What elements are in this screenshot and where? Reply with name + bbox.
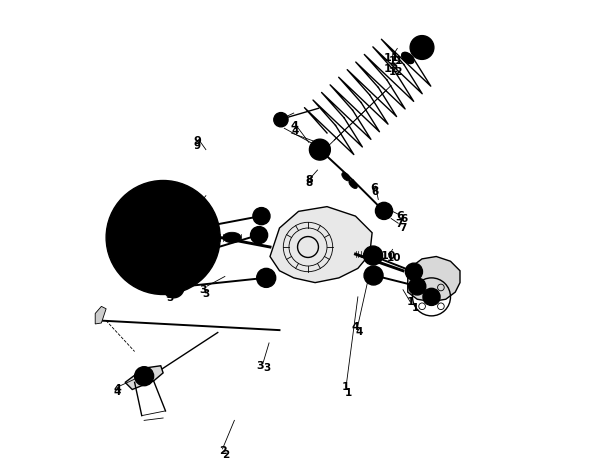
Text: 4: 4 — [291, 125, 298, 136]
Ellipse shape — [349, 180, 358, 189]
Polygon shape — [95, 306, 106, 324]
Circle shape — [106, 180, 220, 294]
Text: 1: 1 — [411, 303, 419, 313]
Text: 11: 11 — [383, 53, 399, 63]
Circle shape — [409, 278, 426, 295]
Text: 6: 6 — [371, 182, 378, 193]
Text: 4: 4 — [113, 387, 121, 397]
Circle shape — [162, 223, 181, 242]
Text: 12: 12 — [389, 66, 403, 77]
Text: 6: 6 — [371, 187, 378, 198]
Ellipse shape — [223, 232, 241, 243]
Ellipse shape — [402, 52, 414, 64]
Text: 3: 3 — [202, 288, 210, 299]
Circle shape — [177, 248, 195, 265]
Ellipse shape — [342, 172, 350, 181]
Text: 9: 9 — [194, 136, 202, 146]
Circle shape — [313, 141, 330, 158]
Text: 4: 4 — [291, 121, 298, 131]
Text: 5: 5 — [167, 293, 174, 304]
Circle shape — [410, 36, 434, 59]
Text: 12: 12 — [383, 64, 399, 74]
Text: 7: 7 — [399, 223, 407, 233]
Text: 9: 9 — [194, 141, 201, 152]
Text: 4: 4 — [352, 322, 359, 332]
Polygon shape — [408, 256, 460, 302]
Text: 1: 1 — [342, 382, 350, 392]
Text: 4: 4 — [355, 326, 363, 337]
Circle shape — [376, 202, 393, 219]
Text: 4: 4 — [190, 201, 198, 212]
Text: 10: 10 — [381, 250, 396, 261]
Circle shape — [274, 113, 288, 127]
Circle shape — [405, 263, 423, 280]
Text: 2: 2 — [223, 450, 230, 460]
Text: 6: 6 — [396, 211, 405, 221]
Text: 1: 1 — [345, 388, 352, 399]
Circle shape — [135, 367, 153, 386]
Circle shape — [257, 268, 276, 287]
Text: 10: 10 — [386, 253, 401, 263]
Text: 3: 3 — [199, 285, 207, 295]
Text: 3: 3 — [257, 361, 264, 371]
Text: 11: 11 — [389, 56, 403, 66]
Circle shape — [416, 42, 427, 53]
Text: 8: 8 — [306, 178, 313, 188]
Circle shape — [364, 246, 383, 265]
Circle shape — [309, 139, 330, 160]
Circle shape — [163, 277, 184, 298]
Text: 8: 8 — [305, 174, 313, 185]
Text: 5: 5 — [165, 290, 173, 301]
Text: 4: 4 — [192, 206, 199, 217]
Circle shape — [253, 208, 270, 225]
Circle shape — [251, 227, 267, 244]
Text: 1: 1 — [406, 296, 414, 307]
Text: 7: 7 — [395, 219, 403, 229]
Circle shape — [364, 266, 383, 285]
Polygon shape — [270, 207, 372, 283]
Circle shape — [423, 288, 440, 305]
Text: 2: 2 — [219, 446, 226, 456]
Text: 3: 3 — [263, 363, 270, 373]
Text: 6: 6 — [401, 213, 408, 224]
Polygon shape — [125, 366, 163, 389]
Text: 4: 4 — [113, 383, 121, 394]
